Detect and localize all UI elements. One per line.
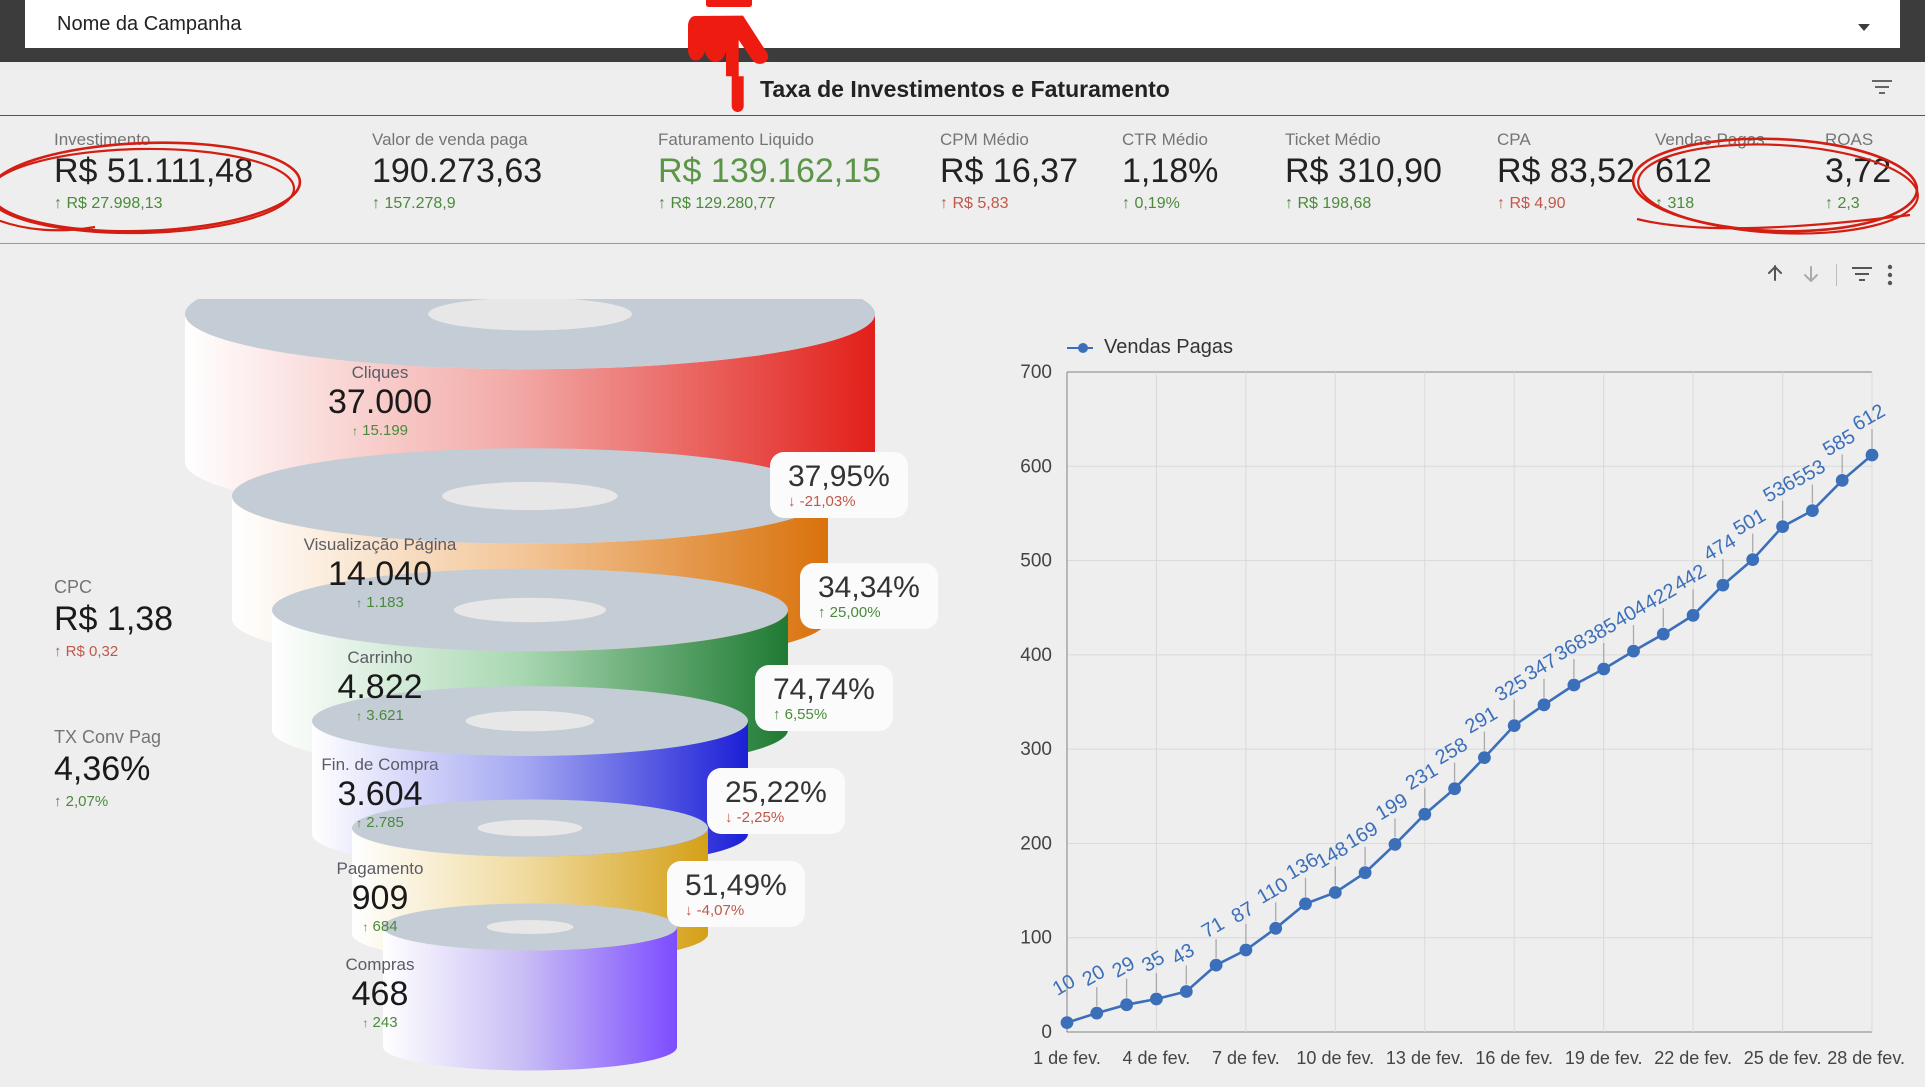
- svg-text:612: 612: [1849, 400, 1889, 436]
- svg-text:13 de fev.: 13 de fev.: [1386, 1048, 1464, 1068]
- svg-text:100: 100: [1020, 928, 1052, 949]
- svg-text:0: 0: [1041, 1022, 1052, 1043]
- svg-text:7 de fev.: 7 de fev.: [1212, 1048, 1280, 1068]
- svg-text:231: 231: [1402, 759, 1442, 795]
- svg-text:110: 110: [1253, 874, 1292, 909]
- svg-text:4 de fev.: 4 de fev.: [1123, 1048, 1191, 1068]
- svg-text:325: 325: [1491, 671, 1531, 707]
- svg-text:22 de fev.: 22 de fev.: [1654, 1048, 1732, 1068]
- svg-text:442: 442: [1670, 560, 1710, 596]
- svg-text:600: 600: [1020, 456, 1052, 477]
- svg-text:28 de fev.: 28 de fev.: [1827, 1048, 1905, 1068]
- svg-text:169: 169: [1342, 818, 1382, 854]
- svg-text:35: 35: [1138, 947, 1168, 977]
- svg-text:10: 10: [1049, 970, 1079, 1000]
- svg-text:87: 87: [1228, 898, 1258, 928]
- svg-text:501: 501: [1730, 505, 1770, 541]
- svg-text:258: 258: [1432, 734, 1472, 770]
- svg-text:199: 199: [1372, 789, 1412, 825]
- svg-text:25 de fev.: 25 de fev.: [1744, 1048, 1822, 1068]
- svg-text:19 de fev.: 19 de fev.: [1565, 1048, 1643, 1068]
- svg-text:29: 29: [1108, 952, 1138, 982]
- svg-text:400: 400: [1020, 645, 1052, 666]
- svg-text:20: 20: [1079, 961, 1109, 991]
- svg-text:291: 291: [1461, 703, 1501, 739]
- svg-text:585: 585: [1819, 425, 1859, 461]
- svg-text:10 de fev.: 10 de fev.: [1296, 1048, 1374, 1068]
- svg-text:43: 43: [1168, 939, 1198, 969]
- svg-text:200: 200: [1020, 833, 1052, 854]
- svg-text:300: 300: [1020, 739, 1052, 760]
- svg-text:700: 700: [1020, 362, 1052, 383]
- svg-text:1 de fev.: 1 de fev.: [1033, 1048, 1101, 1068]
- svg-text:16 de fev.: 16 de fev.: [1475, 1048, 1553, 1068]
- svg-text:71: 71: [1198, 913, 1228, 943]
- svg-text:500: 500: [1020, 551, 1052, 572]
